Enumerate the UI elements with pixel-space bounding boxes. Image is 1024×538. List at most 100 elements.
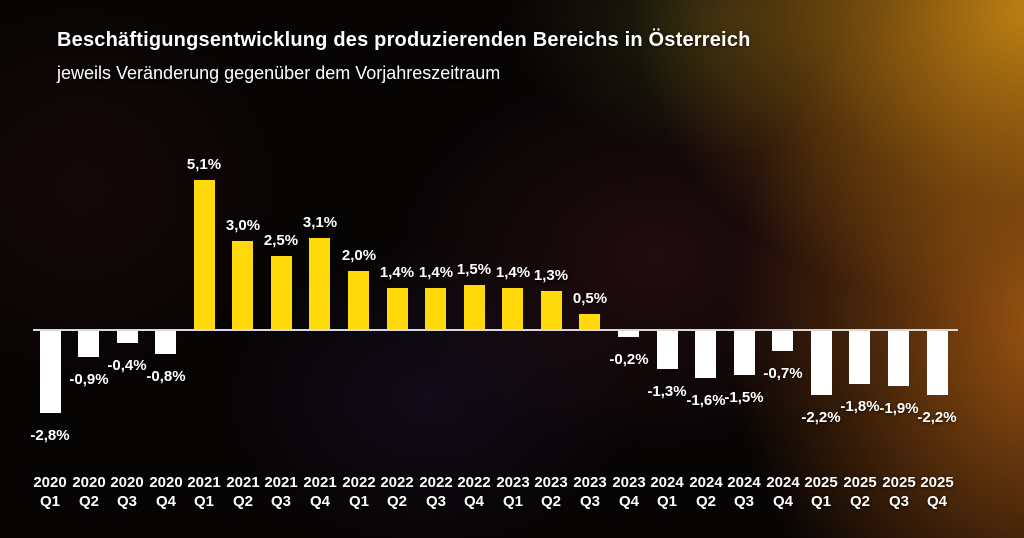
x-tick-label: 2024 Q4 xyxy=(760,473,806,511)
bar xyxy=(811,331,832,395)
x-tick-label: 2023 Q1 xyxy=(490,473,536,511)
bar-value-label: -0,9% xyxy=(69,371,109,388)
x-tick-label: 2020 Q2 xyxy=(66,473,112,511)
x-tick-quarter: Q3 xyxy=(733,493,754,510)
bar-value-label: 1,4% xyxy=(379,264,415,281)
bar xyxy=(271,256,292,329)
x-tick-year: 2021 xyxy=(226,474,260,491)
bar xyxy=(309,238,330,329)
bar xyxy=(927,331,948,395)
bar xyxy=(734,331,755,375)
x-tick-quarter: Q3 xyxy=(888,493,909,510)
x-tick-quarter: Q2 xyxy=(232,493,253,510)
bar-value-label: 1,3% xyxy=(533,267,569,284)
bar-value-label: -2,2% xyxy=(917,409,957,426)
x-tick-quarter: Q4 xyxy=(772,493,793,510)
x-tick-year: 2020 xyxy=(110,474,144,491)
x-tick-quarter: Q1 xyxy=(193,493,214,510)
x-tick-label: 2022 Q2 xyxy=(374,473,420,511)
x-tick-label: 2021 Q4 xyxy=(297,473,343,511)
x-tick-label: 2023 Q2 xyxy=(528,473,574,511)
bar xyxy=(40,331,61,413)
bar-value-label: -0,2% xyxy=(609,351,649,368)
x-tick-quarter: Q3 xyxy=(425,493,446,510)
bar-value-label: -1,5% xyxy=(724,389,764,406)
x-tick-label: 2021 Q2 xyxy=(220,473,266,511)
bar xyxy=(194,180,215,329)
x-tick-label: 2022 Q3 xyxy=(413,473,459,511)
x-tick-label: 2023 Q4 xyxy=(606,473,652,511)
x-tick-quarter: Q3 xyxy=(270,493,291,510)
x-tick-quarter: Q4 xyxy=(155,493,176,510)
x-tick-label: 2020 Q1 xyxy=(27,473,73,511)
bar xyxy=(502,288,523,329)
bar-value-label: 2,0% xyxy=(341,247,377,264)
bar-value-label: 5,1% xyxy=(186,156,222,173)
bar xyxy=(425,288,446,329)
x-tick-year: 2025 xyxy=(804,474,838,491)
x-tick-label: 2024 Q2 xyxy=(683,473,729,511)
x-tick-year: 2021 xyxy=(264,474,298,491)
x-tick-year: 2024 xyxy=(727,474,761,491)
bar xyxy=(387,288,408,329)
bar-value-label: -1,6% xyxy=(686,392,726,409)
bar-value-label: -1,9% xyxy=(879,400,919,417)
bar-value-label: -1,3% xyxy=(647,383,687,400)
x-tick-quarter: Q1 xyxy=(656,493,677,510)
x-tick-quarter: Q3 xyxy=(116,493,137,510)
bar xyxy=(541,291,562,329)
bar xyxy=(232,241,253,329)
x-tick-year: 2024 xyxy=(766,474,800,491)
x-tick-label: 2024 Q1 xyxy=(644,473,690,511)
x-tick-year: 2020 xyxy=(149,474,183,491)
x-tick-year: 2021 xyxy=(187,474,221,491)
bar-value-label: 1,4% xyxy=(418,264,454,281)
bar-value-label: -2,8% xyxy=(30,427,70,444)
x-tick-year: 2020 xyxy=(72,474,106,491)
bar-value-label: -0,4% xyxy=(107,357,147,374)
x-tick-year: 2023 xyxy=(534,474,568,491)
bar xyxy=(618,331,639,337)
x-tick-quarter: Q4 xyxy=(309,493,330,510)
chart-title: Beschäftigungsentwicklung des produziere… xyxy=(57,29,751,51)
x-tick-label: 2025 Q4 xyxy=(914,473,960,511)
x-tick-year: 2025 xyxy=(882,474,916,491)
x-tick-label: 2025 Q2 xyxy=(837,473,883,511)
x-tick-year: 2025 xyxy=(843,474,877,491)
x-tick-year: 2025 xyxy=(920,474,954,491)
x-tick-year: 2021 xyxy=(303,474,337,491)
x-tick-year: 2023 xyxy=(573,474,607,491)
x-tick-year: 2022 xyxy=(457,474,491,491)
x-tick-label: 2022 Q4 xyxy=(451,473,497,511)
x-tick-quarter: Q1 xyxy=(39,493,60,510)
bar-value-label: -2,2% xyxy=(801,409,841,426)
x-tick-quarter: Q4 xyxy=(618,493,639,510)
x-tick-quarter: Q2 xyxy=(78,493,99,510)
chart-subtitle: jeweils Veränderung gegenüber dem Vorjah… xyxy=(57,63,501,83)
x-tick-quarter: Q2 xyxy=(540,493,561,510)
bar-value-label: 3,0% xyxy=(225,217,261,234)
bar-value-label: -0,8% xyxy=(146,368,186,385)
bar xyxy=(117,331,138,343)
x-tick-year: 2020 xyxy=(33,474,67,491)
bar-value-label: 1,5% xyxy=(456,261,492,278)
x-tick-year: 2022 xyxy=(419,474,453,491)
x-tick-label: 2022 Q1 xyxy=(336,473,382,511)
x-tick-label: 2025 Q1 xyxy=(798,473,844,511)
zero-baseline-axis xyxy=(33,329,958,331)
bar-value-label: 2,5% xyxy=(263,232,299,249)
x-tick-year: 2022 xyxy=(342,474,376,491)
x-tick-year: 2023 xyxy=(496,474,530,491)
x-tick-quarter: Q2 xyxy=(849,493,870,510)
x-tick-quarter: Q2 xyxy=(386,493,407,510)
bar xyxy=(888,331,909,386)
bar xyxy=(849,331,870,384)
x-tick-label: 2023 Q3 xyxy=(567,473,613,511)
bar-value-label: 3,1% xyxy=(302,214,338,231)
bar xyxy=(695,331,716,378)
bar xyxy=(772,331,793,351)
x-tick-quarter: Q1 xyxy=(810,493,831,510)
x-tick-quarter: Q1 xyxy=(502,493,523,510)
x-tick-year: 2024 xyxy=(689,474,723,491)
